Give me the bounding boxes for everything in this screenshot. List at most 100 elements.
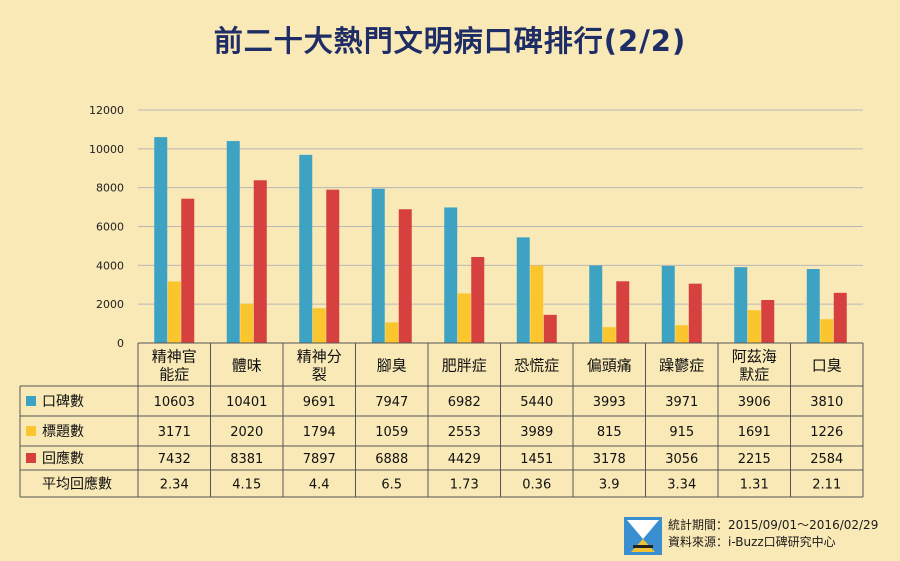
bar — [181, 198, 195, 343]
category-label: 裂 — [312, 366, 327, 384]
data-cell: 4.4 — [309, 478, 330, 493]
category-label: 偏頭痛 — [587, 357, 632, 375]
data-cell: 6982 — [448, 395, 481, 410]
data-cell: 2020 — [230, 425, 263, 440]
data-cell: 7432 — [158, 452, 191, 467]
data-cell: 1.31 — [740, 478, 769, 493]
data-cell: 9691 — [303, 395, 336, 410]
data-cell: 7897 — [303, 452, 336, 467]
category-label: 腳臭 — [377, 357, 407, 375]
legend-label: 回應數 — [42, 450, 84, 467]
category-label: 能症 — [159, 366, 189, 384]
data-cell: 3989 — [520, 425, 553, 440]
category-label: 躁鬱症 — [659, 357, 704, 375]
data-cell: 4429 — [448, 452, 481, 467]
bar — [326, 189, 340, 343]
bar — [661, 265, 675, 343]
bar — [761, 299, 775, 343]
y-tick-label: 6000 — [96, 221, 124, 234]
bar — [820, 319, 834, 343]
data-cell: 6888 — [375, 452, 408, 467]
data-cell: 815 — [597, 425, 622, 440]
data-cell: 3.9 — [599, 478, 620, 493]
extra-row-label: 平均回應數 — [42, 476, 112, 493]
category-label: 阿茲海 — [732, 348, 777, 366]
y-tick-label: 10000 — [89, 143, 124, 156]
data-cell: 2.11 — [812, 478, 841, 493]
bar — [240, 303, 254, 343]
bar — [398, 209, 412, 343]
category-label: 肥胖症 — [442, 357, 487, 375]
data-cell: 1691 — [738, 425, 771, 440]
data-cell: 1.73 — [450, 478, 479, 493]
bar — [154, 137, 168, 343]
data-cell: 3993 — [593, 395, 626, 410]
data-cell: 2215 — [738, 452, 771, 467]
bar — [371, 188, 385, 343]
data-cell: 1794 — [303, 425, 336, 440]
bar — [444, 207, 458, 343]
y-tick-label: 12000 — [89, 104, 124, 117]
legend-swatch — [26, 453, 36, 463]
y-tick-label: 2000 — [96, 298, 124, 311]
bar — [471, 257, 485, 343]
bar — [253, 180, 267, 343]
data-cell: 3178 — [593, 452, 626, 467]
bar — [530, 265, 544, 343]
y-tick-label: 8000 — [96, 182, 124, 195]
data-cell: 1059 — [375, 425, 408, 440]
legend-swatch — [26, 426, 36, 436]
bar — [226, 141, 240, 343]
data-cell: 2.34 — [160, 478, 189, 493]
bar — [688, 283, 702, 343]
bar — [602, 327, 616, 343]
bar — [516, 237, 530, 343]
bar — [734, 267, 748, 343]
y-tick-label: 4000 — [96, 259, 124, 272]
bar — [589, 265, 603, 343]
data-cell: 1451 — [520, 452, 553, 467]
bar — [675, 325, 689, 343]
bar — [312, 308, 326, 343]
data-cell: 6.5 — [381, 478, 402, 493]
data-cell: 10603 — [154, 395, 195, 410]
data-cell: 10401 — [226, 395, 267, 410]
data-cell: 915 — [669, 425, 694, 440]
data-cell: 3971 — [665, 395, 698, 410]
legend-label: 標題數 — [42, 424, 84, 440]
footer-source: 統計期間：2015/09/01～2016/02/29 資料來源：i-Buzz口碑… — [624, 515, 894, 555]
data-cell: 0.36 — [522, 478, 551, 493]
ibuzz-logo-icon — [624, 517, 662, 555]
bar — [543, 314, 557, 343]
data-cell: 5440 — [520, 395, 553, 410]
bar — [299, 154, 313, 343]
data-cell: 3906 — [738, 395, 771, 410]
category-label: 恐慌症 — [514, 357, 559, 375]
y-tick-label: 0 — [117, 337, 124, 350]
bar — [747, 310, 761, 343]
category-label: 體味 — [232, 357, 262, 375]
category-label: 精神分 — [297, 348, 342, 366]
data-cell: 7947 — [375, 395, 408, 410]
bar — [616, 281, 630, 343]
bar — [806, 269, 820, 343]
data-cell: 3056 — [665, 452, 698, 467]
category-label: 精神官 — [152, 348, 197, 366]
stat-period: 統計期間：2015/09/01～2016/02/29 — [668, 518, 879, 532]
category-label: 默症 — [739, 366, 769, 384]
bar — [833, 292, 847, 343]
data-cell: 4.15 — [232, 478, 261, 493]
data-cell: 8381 — [230, 452, 263, 467]
data-cell: 3810 — [810, 395, 843, 410]
data-cell: 2553 — [448, 425, 481, 440]
data-cell: 3171 — [158, 425, 191, 440]
data-cell: 2584 — [810, 452, 843, 467]
legend-label: 口碑數 — [42, 394, 84, 410]
data-source: 資料來源：i-Buzz口碑研究中心 — [668, 535, 836, 549]
data-cell: 3.34 — [667, 478, 696, 493]
data-cell: 1226 — [810, 425, 843, 440]
legend-swatch — [26, 396, 36, 406]
category-label: 口臭 — [812, 357, 842, 375]
bar — [457, 293, 471, 343]
